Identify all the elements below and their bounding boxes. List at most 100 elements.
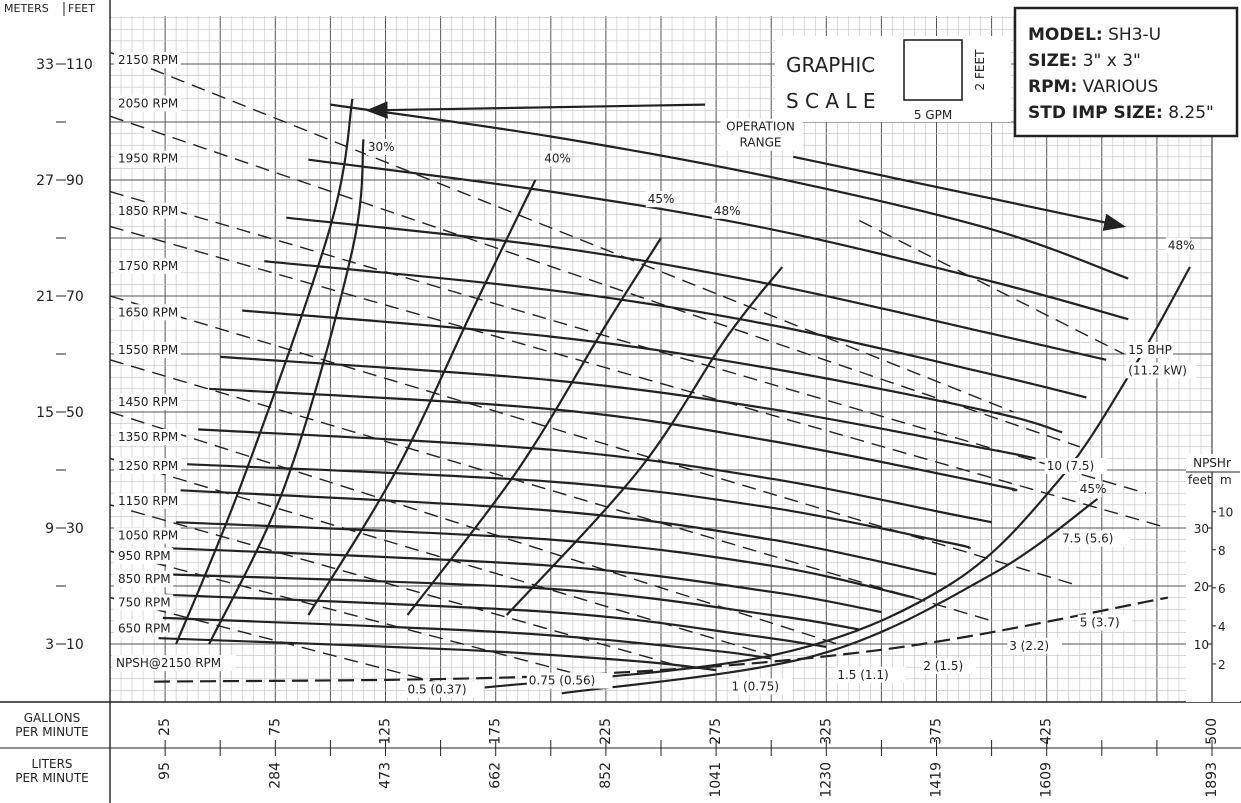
efficiency-label-bg <box>1165 237 1190 254</box>
graphic-scale-title: S C A L E <box>786 89 876 113</box>
curve-1350-rpm <box>187 463 971 550</box>
operation-range-label: RANGE <box>740 136 782 150</box>
rpm-label-bg <box>114 257 181 274</box>
bhp-line <box>109 225 1169 529</box>
curve-1650-rpm <box>220 355 1036 460</box>
bhp-label: 1.5 (1.1) <box>837 668 888 682</box>
y-tick-meters: 9 <box>45 521 54 537</box>
bhp-label: 10 (7.5) <box>1047 459 1095 473</box>
model-box-frame <box>1013 6 1239 138</box>
rpm-label: 1650 RPM <box>118 305 178 319</box>
curve-950-rpm <box>167 573 860 631</box>
curve-650-rpm <box>158 637 717 672</box>
x-tick-gpm: 25 <box>157 718 173 736</box>
curve-45-eff <box>406 237 662 616</box>
npshr-feet-tick: 30 <box>1194 522 1209 536</box>
rpm-label-bg <box>114 527 181 544</box>
x-tick-lpm: 1419 <box>929 762 945 798</box>
model-key: MODEL: <box>1028 25 1103 45</box>
model-row: STD IMP SIZE: 8.25" <box>1028 103 1214 123</box>
efficiency-label-bg <box>711 202 736 219</box>
efficiency-label-bg <box>542 150 567 167</box>
model-row: MODEL: SH3-U <box>1028 25 1161 45</box>
x-axis-lpm-label: PER MINUTE <box>15 771 89 785</box>
x-tick-gpm: 175 <box>488 718 504 745</box>
bhp-label-bg <box>405 681 484 698</box>
bhp-label: 15 BHP <box>1128 343 1172 357</box>
x-tick-gpm: 125 <box>378 718 394 745</box>
npshr-m-tick: 2 <box>1218 658 1226 672</box>
bhp-line <box>109 504 684 668</box>
y-tick-feet: 10 <box>66 637 84 653</box>
npshr-m-tick: 6 <box>1218 582 1226 596</box>
x-tick-lpm: 95 <box>157 762 173 780</box>
y-tick-feet: 50 <box>66 405 84 421</box>
curve-30-eff-b <box>208 139 365 645</box>
rpm-label: 1350 RPM <box>118 430 178 444</box>
bhp-line <box>109 457 772 657</box>
model-value: 3" x 3" <box>1077 51 1141 71</box>
efficiency-label: 30% <box>368 140 395 154</box>
rpm-label-bg <box>114 547 174 564</box>
operation-arrow-left <box>365 101 706 119</box>
bhp-line <box>109 190 1147 494</box>
y-tick-meters: 27 <box>36 173 54 189</box>
efficiency-label-bg <box>365 139 390 155</box>
rpm-label: 1850 RPM <box>118 204 178 218</box>
rpm-label-bg <box>114 620 174 637</box>
curve-1550-rpm <box>209 387 1018 492</box>
bhp-label-bg <box>1077 614 1133 631</box>
curve-1850-rpm <box>264 260 1087 399</box>
bhp-label: (11.2 kW) <box>1128 363 1187 377</box>
x-tick-gpm: 375 <box>929 718 945 745</box>
x-tick-lpm: 1230 <box>818 762 834 798</box>
bhp-line <box>109 51 1014 413</box>
npshr-scale: NPSHr feet m 10 20 30 2 4 6 8 10 <box>1186 454 1240 702</box>
rpm-label-bg <box>114 594 174 611</box>
model-value: VARIOUS <box>1077 77 1158 97</box>
rpm-label: 650 RPM <box>118 621 171 635</box>
bhp-label-bg <box>526 672 613 689</box>
x-tick-lpm: 662 <box>488 762 504 789</box>
bhp-label: 1 (0.75) <box>732 679 780 693</box>
bhp-label: 7.5 (5.6) <box>1062 532 1113 546</box>
curve-1050-rpm <box>171 547 882 614</box>
npshr-m-tick: 4 <box>1218 620 1226 634</box>
bhp-label-bg <box>1126 362 1197 379</box>
operation-range <box>365 101 1126 231</box>
rpm-label-bg <box>114 394 181 411</box>
npshr-m-tick: 8 <box>1218 544 1226 558</box>
npshr-feet-tick: 10 <box>1194 638 1209 652</box>
bhp-label-bg <box>1060 530 1131 547</box>
y-tick-feet: 30 <box>66 521 84 537</box>
npshr-m-tick: 10 <box>1218 506 1233 520</box>
y-axis-meters-label: METERS <box>4 2 49 15</box>
curve-1250-rpm <box>180 489 937 576</box>
bhp-label: 3 (2.2) <box>1009 639 1049 653</box>
rpm-label-bg <box>114 95 181 112</box>
y-tick-feet: 70 <box>66 289 84 305</box>
x-tick-gpm: 425 <box>1039 718 1055 745</box>
operation-range-label: OPERATION <box>726 120 795 134</box>
model-value: SH3-U <box>1103 25 1161 45</box>
curve-40-eff <box>307 179 537 616</box>
bhp-line <box>109 596 441 685</box>
npshr-m-label: m <box>1220 473 1232 487</box>
bhp-label-bg <box>921 658 976 675</box>
curve-npsh-2150-rpm <box>154 596 1169 683</box>
labels: 2150 RPM 2050 RPM 1950 RPM 1850 RPM 1750 RPM… <box>112 52 1197 698</box>
y-axis-feet-label: FEET <box>68 2 95 15</box>
rpm-label: 2150 RPM <box>118 53 178 67</box>
x-tick-gpm: 500 <box>1204 718 1220 745</box>
x-tick-lpm: 1609 <box>1039 762 1055 798</box>
bhp-label-bg <box>1007 637 1062 654</box>
graphic-scale-x-unit: 5 GPM <box>914 108 952 122</box>
x-tick-gpm: 75 <box>267 718 283 736</box>
rpm-label: 1250 RPM <box>118 459 178 473</box>
curve-1950-rpm <box>286 216 1107 361</box>
rpm-label-bg <box>114 202 181 219</box>
x-tick-lpm: 1893 <box>1204 762 1220 798</box>
efficiency-label: 48% <box>1168 239 1195 253</box>
bhp-label-bg <box>1126 342 1174 358</box>
